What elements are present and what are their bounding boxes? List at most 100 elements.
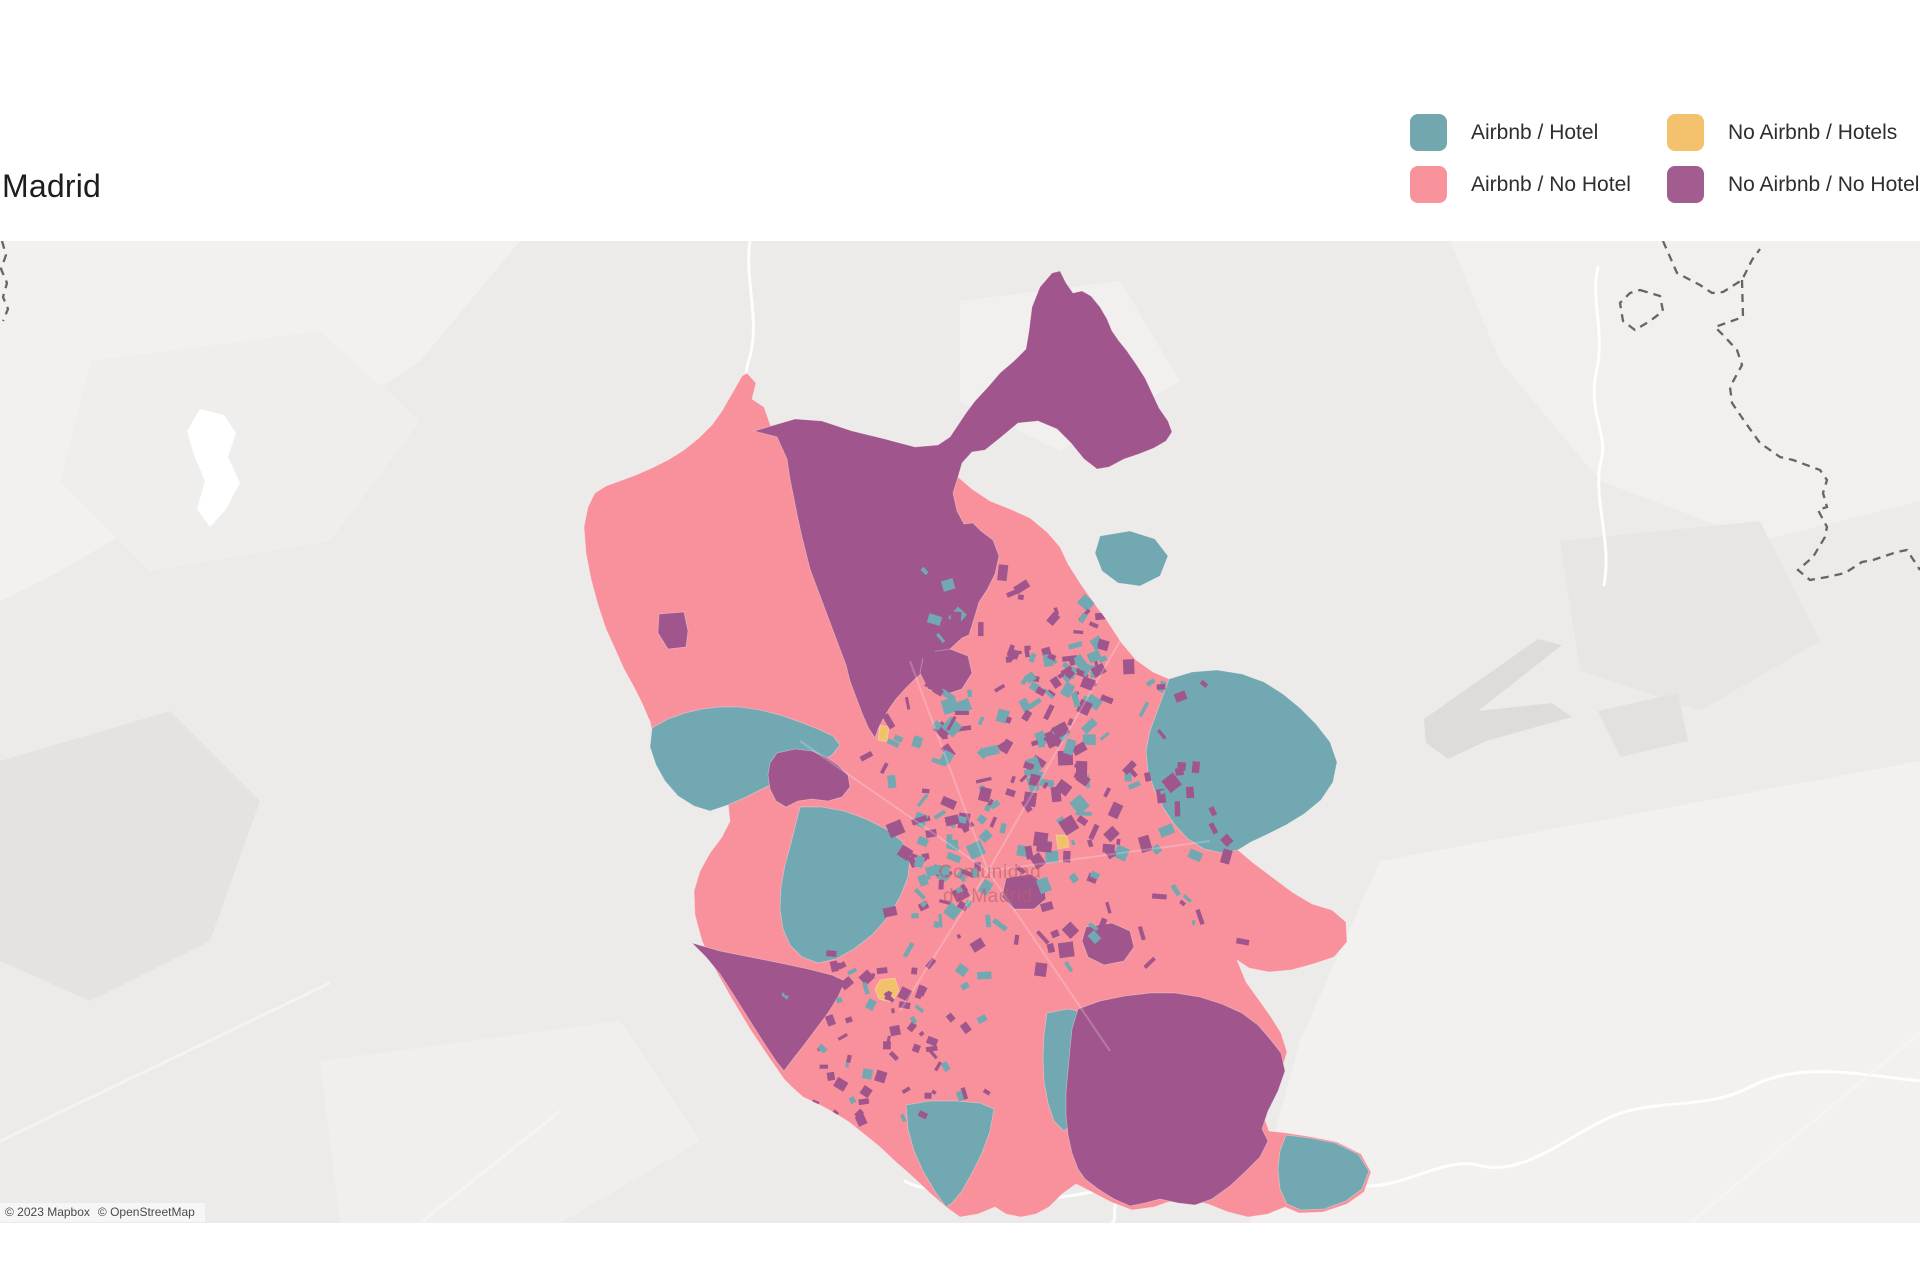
parcel xyxy=(1036,840,1053,853)
legend-swatch-airbnb_no_hotel xyxy=(1410,166,1447,203)
parcel xyxy=(918,985,928,997)
parcel xyxy=(1098,917,1108,928)
parcel xyxy=(1064,668,1076,680)
parcel xyxy=(885,819,906,839)
parcel xyxy=(833,1076,849,1092)
parcel xyxy=(911,967,918,975)
parcel xyxy=(1157,728,1167,740)
parcel xyxy=(994,683,1006,693)
parcel xyxy=(1047,652,1057,662)
page-title: Madrid xyxy=(2,168,102,204)
parcel xyxy=(882,905,898,918)
parcel xyxy=(1088,922,1099,932)
parcel xyxy=(917,873,929,887)
region-teal-northeast[interactable] xyxy=(1094,530,1169,587)
parcel xyxy=(1208,806,1218,817)
region-purple-southwest[interactable] xyxy=(690,942,846,1072)
terrain-patch xyxy=(60,331,420,571)
parcel xyxy=(1127,780,1141,790)
region-purple-west-small[interactable] xyxy=(657,611,689,650)
parcel xyxy=(997,739,1010,751)
parcel xyxy=(1035,686,1047,697)
region-teal-west-big[interactable] xyxy=(779,806,911,964)
region-teal-east-big[interactable] xyxy=(1145,669,1338,854)
parcel xyxy=(1010,775,1016,784)
parcel xyxy=(926,613,943,626)
parcel xyxy=(913,887,926,900)
parcel xyxy=(1049,676,1062,689)
parcel xyxy=(1028,652,1037,663)
urban-road-line xyxy=(909,660,989,872)
parcel xyxy=(1070,839,1076,846)
parcel xyxy=(1081,717,1098,735)
legend-item-no_airbnb_hotels[interactable]: No Airbnb / Hotels xyxy=(1667,114,1919,151)
parcel xyxy=(1173,690,1188,703)
parcel xyxy=(1075,760,1088,778)
map-attribution: © 2023 Mapbox © OpenStreetMap xyxy=(0,1203,205,1222)
parcel xyxy=(955,1090,965,1102)
parcel xyxy=(1179,899,1186,907)
parcel xyxy=(904,696,911,710)
parcel xyxy=(1016,865,1026,875)
parcel xyxy=(885,1035,891,1046)
parcel xyxy=(946,844,960,852)
parcel xyxy=(945,1012,956,1023)
parcel xyxy=(1145,678,1156,687)
parcel xyxy=(1100,694,1114,705)
parcel xyxy=(848,1096,857,1105)
legend-swatch-airbnb_hotel xyxy=(1410,114,1447,151)
region-teal-south-wedge[interactable] xyxy=(905,1100,995,1208)
parcel xyxy=(1021,709,1033,722)
gray-area-shape xyxy=(1598,693,1688,757)
parcel xyxy=(940,696,959,715)
region-purple-southeast[interactable] xyxy=(1065,992,1286,1207)
region-sierra-norte[interactable] xyxy=(752,270,1173,739)
parcel xyxy=(1103,825,1120,843)
terrain-patch xyxy=(1250,761,1920,1223)
parcel xyxy=(854,1108,865,1119)
parcel xyxy=(896,844,914,862)
parcel xyxy=(774,993,788,1006)
parcel xyxy=(999,738,1014,755)
parcel xyxy=(1006,644,1015,657)
legend-item-airbnb_hotel[interactable]: Airbnb / Hotel xyxy=(1410,114,1631,151)
region-purple-in-west-band[interactable] xyxy=(767,748,851,808)
parcel xyxy=(1105,901,1112,914)
mapbox-attribution-link[interactable]: © 2023 Mapbox xyxy=(5,1205,90,1219)
parcel xyxy=(876,967,888,975)
parcel xyxy=(1143,772,1152,782)
parcel xyxy=(1088,621,1099,629)
map-canvas[interactable]: Comunidad de Madrid © 2023 Mapbox © OpenS… xyxy=(0,241,1920,1223)
parcel xyxy=(879,762,889,775)
parcel xyxy=(1220,833,1234,847)
parcel xyxy=(921,788,930,794)
parcel xyxy=(983,804,992,812)
parcel xyxy=(960,1087,969,1100)
parcel xyxy=(976,1014,988,1025)
region-yellow-spot-1[interactable] xyxy=(877,724,890,743)
region-purple-mid-2[interactable] xyxy=(1001,873,1047,910)
parcel xyxy=(1185,786,1195,799)
parcel xyxy=(960,883,969,893)
region-teal-southeast[interactable] xyxy=(1277,1134,1370,1211)
parcel xyxy=(1112,844,1130,862)
legend-item-airbnb_no_hotel[interactable]: Airbnb / No Hotel xyxy=(1410,166,1631,203)
parcel xyxy=(864,998,877,1011)
parcel xyxy=(941,716,963,738)
parcel xyxy=(916,793,929,808)
parcel xyxy=(1058,814,1080,836)
parcel xyxy=(909,1015,918,1025)
parcel xyxy=(1067,641,1083,650)
legend-item-no_airbnb_no_hotel[interactable]: No Airbnb / No Hotel xyxy=(1667,166,1919,203)
parcel xyxy=(1086,839,1094,848)
parcel xyxy=(1078,612,1088,624)
region-purple-mid-1[interactable] xyxy=(919,648,973,696)
parcel xyxy=(1088,823,1100,840)
boundary-branch xyxy=(1661,241,1761,295)
osm-attribution-link[interactable]: © OpenStreetMap xyxy=(97,1205,195,1219)
parcel xyxy=(964,899,973,909)
parcel xyxy=(911,913,919,919)
parcel xyxy=(1036,930,1050,945)
parcel xyxy=(977,716,985,726)
region-yellow-spot-3[interactable] xyxy=(1055,834,1070,850)
